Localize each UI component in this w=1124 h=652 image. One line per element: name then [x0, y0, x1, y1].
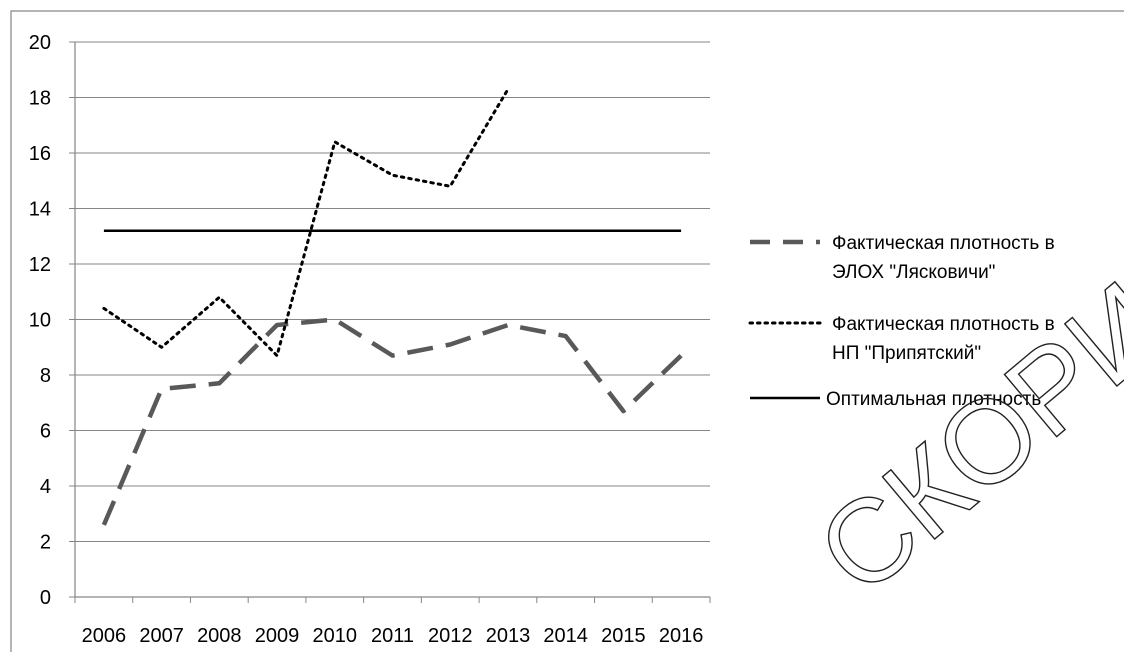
- data-point: [564, 229, 568, 233]
- data-point: [391, 173, 395, 177]
- data-point: [448, 342, 452, 346]
- data-point: [391, 229, 395, 233]
- x-tick-label: 2011: [371, 625, 414, 647]
- data-point: [333, 229, 337, 233]
- x-tick-label: 2007: [139, 625, 184, 647]
- y-tick-label: 4: [40, 476, 51, 498]
- data-point: [333, 318, 337, 322]
- series-line-2: [102, 87, 510, 358]
- x-tick-label: 2009: [255, 625, 300, 647]
- chart-frame: [10, 10, 1124, 652]
- series-line-1: [101, 317, 683, 526]
- data-point: [391, 354, 395, 358]
- data-point: [679, 229, 683, 233]
- x-tick-label: 2015: [601, 625, 646, 647]
- legend-label: Фактическая плотность в: [832, 233, 1055, 254]
- legend-label: НП "Припятский": [832, 343, 981, 364]
- x-tick-label: 2013: [486, 625, 531, 647]
- x-tick-label: 2010: [313, 625, 358, 647]
- data-point: [564, 334, 568, 338]
- data-point: [275, 354, 279, 358]
- data-point: [448, 184, 452, 188]
- data-point: [448, 229, 452, 233]
- y-tick-label: 16: [29, 143, 51, 165]
- data-point: [679, 354, 683, 358]
- data-point: [506, 229, 510, 233]
- legend-label: Фактическая плотность в: [832, 314, 1055, 335]
- x-tick-label: 2016: [659, 625, 704, 647]
- data-point: [160, 229, 164, 233]
- legend-label: Оптимальная плотность: [826, 389, 1041, 410]
- y-tick-label: 0: [40, 587, 51, 609]
- y-tick-label: 12: [29, 254, 51, 276]
- data-point: [621, 229, 625, 233]
- data-point: [217, 229, 221, 233]
- data-point: [102, 523, 106, 527]
- y-tick-label: 14: [29, 199, 51, 221]
- data-point: [275, 229, 279, 233]
- data-point: [102, 229, 106, 233]
- y-tick-label: 20: [29, 32, 51, 54]
- y-tick-label: 10: [29, 310, 51, 332]
- data-point: [621, 409, 625, 413]
- y-tick-label: 6: [40, 421, 51, 443]
- data-point: [160, 387, 164, 391]
- data-point: [506, 87, 510, 91]
- y-tick-label: 18: [29, 88, 51, 110]
- watermark: СКОРИ: [794, 257, 1124, 620]
- x-tick-label: 2014: [543, 625, 588, 647]
- x-tick-label: 2006: [82, 625, 127, 647]
- x-tick-label: 2008: [197, 625, 242, 647]
- data-point: [506, 323, 510, 327]
- legend-label: ЭЛОХ "Лясковичи": [832, 262, 995, 283]
- x-tick-label: 2012: [428, 625, 473, 647]
- data-point: [217, 381, 221, 385]
- data-point: [160, 345, 164, 349]
- y-tick-label: 8: [40, 365, 51, 387]
- data-point: [217, 295, 221, 299]
- data-point: [102, 306, 106, 310]
- data-point: [333, 140, 337, 144]
- y-tick-label: 2: [40, 532, 51, 554]
- data-point: [275, 323, 279, 327]
